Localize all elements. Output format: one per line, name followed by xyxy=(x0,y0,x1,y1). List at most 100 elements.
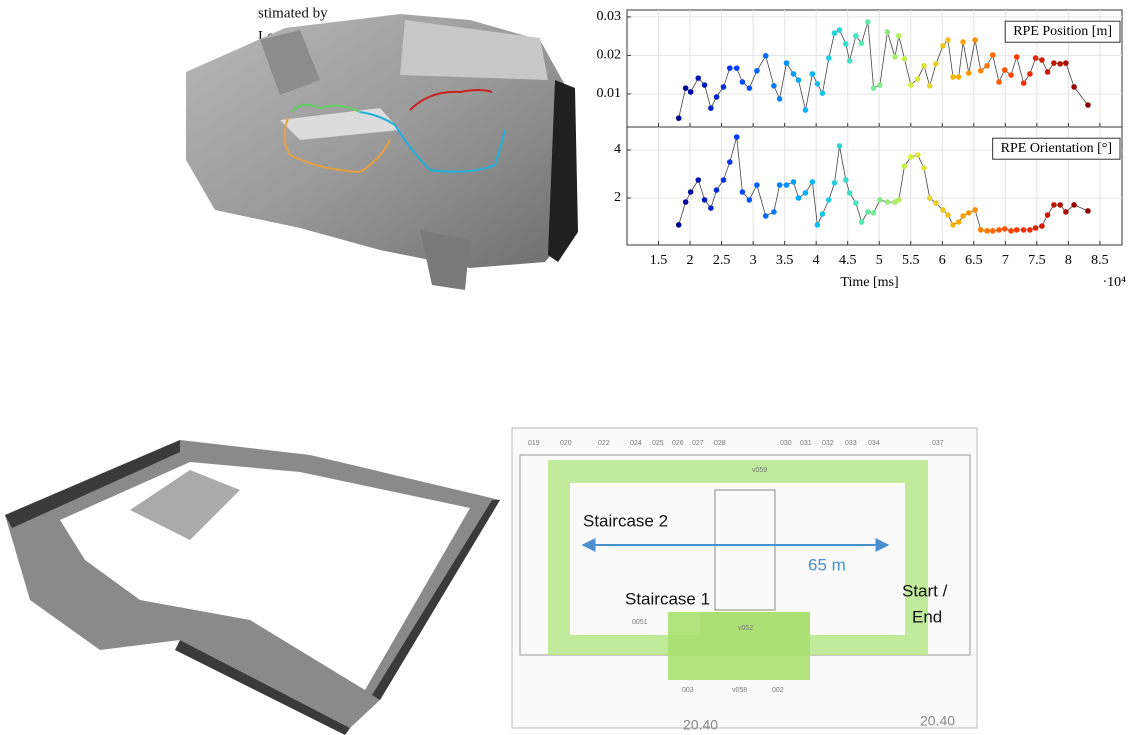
room-number: 034 xyxy=(868,440,880,447)
data-point xyxy=(1027,71,1033,77)
data-point xyxy=(701,197,708,203)
data-point xyxy=(675,115,682,121)
data-point xyxy=(819,211,826,217)
data-point xyxy=(1085,102,1091,108)
floorplan-label: End xyxy=(912,607,942,626)
data-point xyxy=(814,81,821,87)
data-point xyxy=(1051,202,1057,208)
room-number: 019 xyxy=(528,440,540,447)
x-tick-label: 2.5 xyxy=(713,253,731,268)
data-point xyxy=(989,228,996,234)
x-tick-label: 4.5 xyxy=(839,253,857,268)
data-point xyxy=(1001,67,1008,73)
panel-title: RPE Position [m] xyxy=(1013,24,1112,39)
caption-line: stimated by xyxy=(258,5,328,21)
data-point xyxy=(940,42,946,49)
data-point xyxy=(865,19,871,25)
floorplan-label: Staircase 1 xyxy=(625,589,710,608)
data-point xyxy=(1013,227,1020,233)
data-point xyxy=(739,189,746,195)
data-point xyxy=(733,134,740,140)
data-point xyxy=(843,177,849,183)
data-point xyxy=(771,209,777,215)
data-point xyxy=(996,79,1002,85)
data-point xyxy=(914,152,921,158)
data-point xyxy=(933,200,939,206)
data-point xyxy=(926,195,933,201)
data-point xyxy=(771,83,777,89)
data-point xyxy=(726,159,733,165)
data-point xyxy=(870,210,877,216)
data-point xyxy=(1039,223,1045,229)
data-point xyxy=(945,212,951,218)
room-number: 033 xyxy=(845,440,857,447)
data-point xyxy=(1044,212,1051,218)
data-point xyxy=(790,71,797,77)
data-point xyxy=(877,197,883,203)
room-number: 028 xyxy=(714,440,726,447)
panel-title-box xyxy=(1004,20,1121,43)
data-point xyxy=(950,222,956,228)
x-tick-label: 8.5 xyxy=(1091,253,1109,268)
data-point xyxy=(682,85,689,91)
x-axis-label: Time [ms] xyxy=(840,275,898,290)
data-point xyxy=(754,68,760,74)
data-point xyxy=(831,30,838,36)
y-tick-label: 0.01 xyxy=(597,86,622,101)
x-tick-label: 5 xyxy=(876,253,883,268)
data-point xyxy=(1085,208,1091,214)
room-number: v059 xyxy=(752,467,767,474)
room-number: 022 xyxy=(598,440,610,447)
x-tick-label: 7.5 xyxy=(1028,253,1046,268)
data-point xyxy=(960,213,966,219)
data-point xyxy=(846,58,853,64)
data-point xyxy=(814,222,821,228)
floorplan-label: Staircase 2 xyxy=(583,511,668,530)
x-tick-label: 3.5 xyxy=(776,253,794,268)
data-point xyxy=(1071,202,1077,208)
data-point xyxy=(776,182,783,188)
room-number: 0051 xyxy=(632,619,648,626)
room-number: v052 xyxy=(738,625,753,632)
data-point xyxy=(783,182,790,188)
floorplan-label: 20.40 xyxy=(920,713,955,729)
data-point xyxy=(877,82,883,88)
data-point xyxy=(675,222,682,228)
floorplan-label: 20.40 xyxy=(683,717,718,733)
data-point xyxy=(965,210,972,216)
data-point xyxy=(853,200,859,206)
data-point xyxy=(819,90,826,96)
x-tick-label: 7 xyxy=(1002,253,1009,268)
data-point xyxy=(907,154,914,160)
data-point xyxy=(708,105,714,111)
data-point xyxy=(921,63,927,69)
data-point xyxy=(1057,202,1064,208)
data-point xyxy=(984,228,990,234)
data-point xyxy=(901,163,908,169)
data-point xyxy=(843,41,849,47)
data-point xyxy=(945,37,951,43)
data-point xyxy=(783,60,790,66)
data-point xyxy=(895,197,902,203)
data-point xyxy=(762,213,769,219)
data-point xyxy=(708,205,714,211)
data-point xyxy=(950,74,956,80)
floorplan-label: Start / xyxy=(902,581,948,600)
data-point xyxy=(972,207,978,213)
y-tick-label: 4 xyxy=(614,142,621,157)
data-point xyxy=(989,52,996,58)
data-point xyxy=(1008,228,1014,234)
data-point xyxy=(1032,225,1039,231)
data-point xyxy=(733,65,740,71)
data-point xyxy=(972,37,978,43)
panel-title: RPE Orientation [°] xyxy=(1001,141,1112,156)
data-point xyxy=(1027,227,1033,233)
y-tick-label: 2 xyxy=(614,190,621,205)
room-number: v058 xyxy=(732,687,747,694)
data-point xyxy=(746,197,753,203)
data-point xyxy=(713,187,720,193)
data-point xyxy=(695,75,702,81)
data-point xyxy=(802,107,809,113)
floorplan: 019 020 022 024 025 026 027 028 030 031 032 033 034 0… xyxy=(511,427,978,733)
data-point xyxy=(1013,54,1020,60)
